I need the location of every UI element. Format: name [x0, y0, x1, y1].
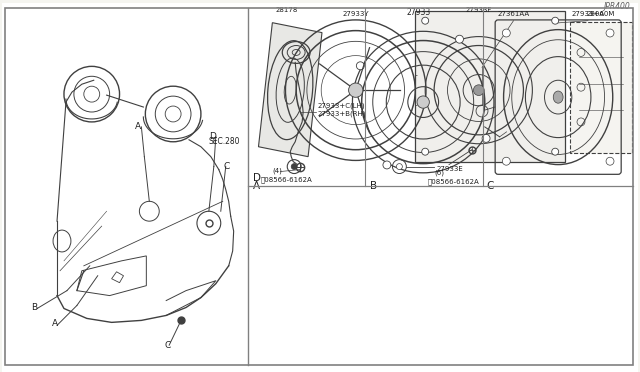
Circle shape [482, 134, 490, 142]
Circle shape [383, 161, 391, 169]
Text: SEC.280: SEC.280 [209, 137, 241, 146]
Text: 28060M: 28060M [587, 11, 615, 17]
Ellipse shape [553, 91, 563, 103]
Text: 27933+A: 27933+A [572, 11, 604, 17]
Circle shape [396, 164, 403, 170]
Text: 27933+B(RH): 27933+B(RH) [318, 111, 367, 117]
Text: D: D [209, 132, 216, 141]
Text: A: A [52, 319, 58, 328]
Circle shape [552, 17, 559, 24]
Text: 27933+C(LH): 27933+C(LH) [318, 103, 365, 109]
Text: 27361AA: 27361AA [497, 11, 529, 17]
Circle shape [422, 17, 429, 24]
Circle shape [606, 157, 614, 165]
Circle shape [422, 148, 429, 155]
Polygon shape [259, 23, 322, 157]
Text: B: B [31, 304, 37, 312]
Text: C: C [486, 182, 494, 192]
Circle shape [552, 148, 559, 155]
Text: C: C [164, 341, 170, 350]
Circle shape [474, 85, 484, 96]
Circle shape [417, 96, 429, 108]
Text: 27933E: 27933E [436, 166, 463, 171]
Text: JPR400: JPR400 [603, 2, 630, 11]
Text: Ⓝ08566-6162A: Ⓝ08566-6162A [260, 177, 312, 183]
Text: B: B [370, 182, 377, 192]
Text: 28178: 28178 [275, 7, 298, 13]
Text: 27933Y: 27933Y [342, 11, 369, 17]
Circle shape [291, 164, 297, 170]
Text: D: D [253, 173, 260, 183]
FancyBboxPatch shape [570, 22, 632, 153]
FancyBboxPatch shape [415, 11, 565, 161]
Circle shape [502, 157, 510, 165]
Circle shape [356, 62, 364, 70]
Text: 27933: 27933 [406, 8, 430, 17]
Text: (4): (4) [273, 167, 282, 173]
Text: (6): (6) [434, 170, 444, 176]
Text: 27933F: 27933F [465, 7, 492, 13]
Circle shape [349, 83, 363, 97]
Text: A: A [135, 122, 141, 131]
Circle shape [456, 35, 463, 43]
Text: C: C [223, 161, 230, 171]
Circle shape [606, 29, 614, 37]
Circle shape [502, 29, 510, 37]
Text: Ⓝ08566-6162A: Ⓝ08566-6162A [427, 179, 479, 185]
Text: A: A [253, 182, 260, 192]
